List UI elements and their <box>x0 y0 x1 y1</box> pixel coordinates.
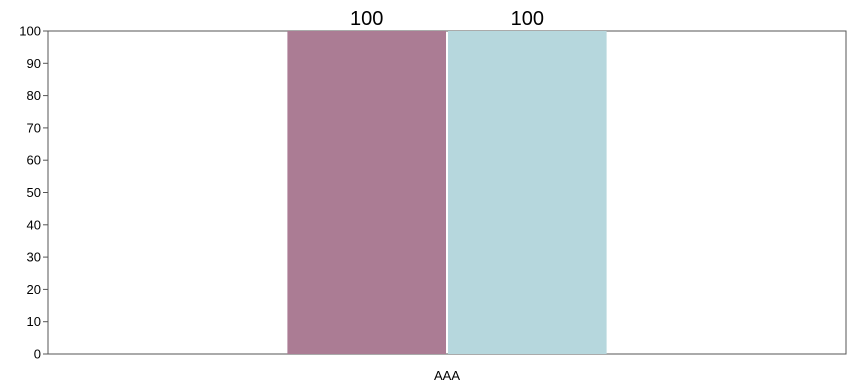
y-tick-label: 90 <box>27 56 41 71</box>
y-tick-label: 10 <box>27 314 41 329</box>
y-tick-label: 50 <box>27 185 41 200</box>
y-tick-label: 20 <box>27 282 41 297</box>
y-tick-label: 80 <box>27 88 41 103</box>
bar-series-1 <box>287 31 446 354</box>
y-tick-label: 40 <box>27 217 41 232</box>
y-tick-label: 0 <box>34 347 41 362</box>
bar-value-label: 100 <box>350 8 383 30</box>
bars <box>287 31 607 354</box>
x-axis: AAA <box>434 368 460 383</box>
x-category-label: AAA <box>434 368 460 383</box>
plot-area <box>47 30 847 355</box>
y-tick-label: 100 <box>19 24 41 39</box>
y-tick-label: 60 <box>27 153 41 168</box>
y-axis: 0 10 20 30 40 50 60 70 80 90 100 <box>19 24 48 362</box>
data-labels: 100 100 <box>350 8 544 30</box>
y-tick-label: 30 <box>27 250 41 265</box>
bar-value-label: 100 <box>511 8 544 30</box>
bar-series-2 <box>448 31 607 354</box>
y-tick-label: 70 <box>27 120 41 135</box>
